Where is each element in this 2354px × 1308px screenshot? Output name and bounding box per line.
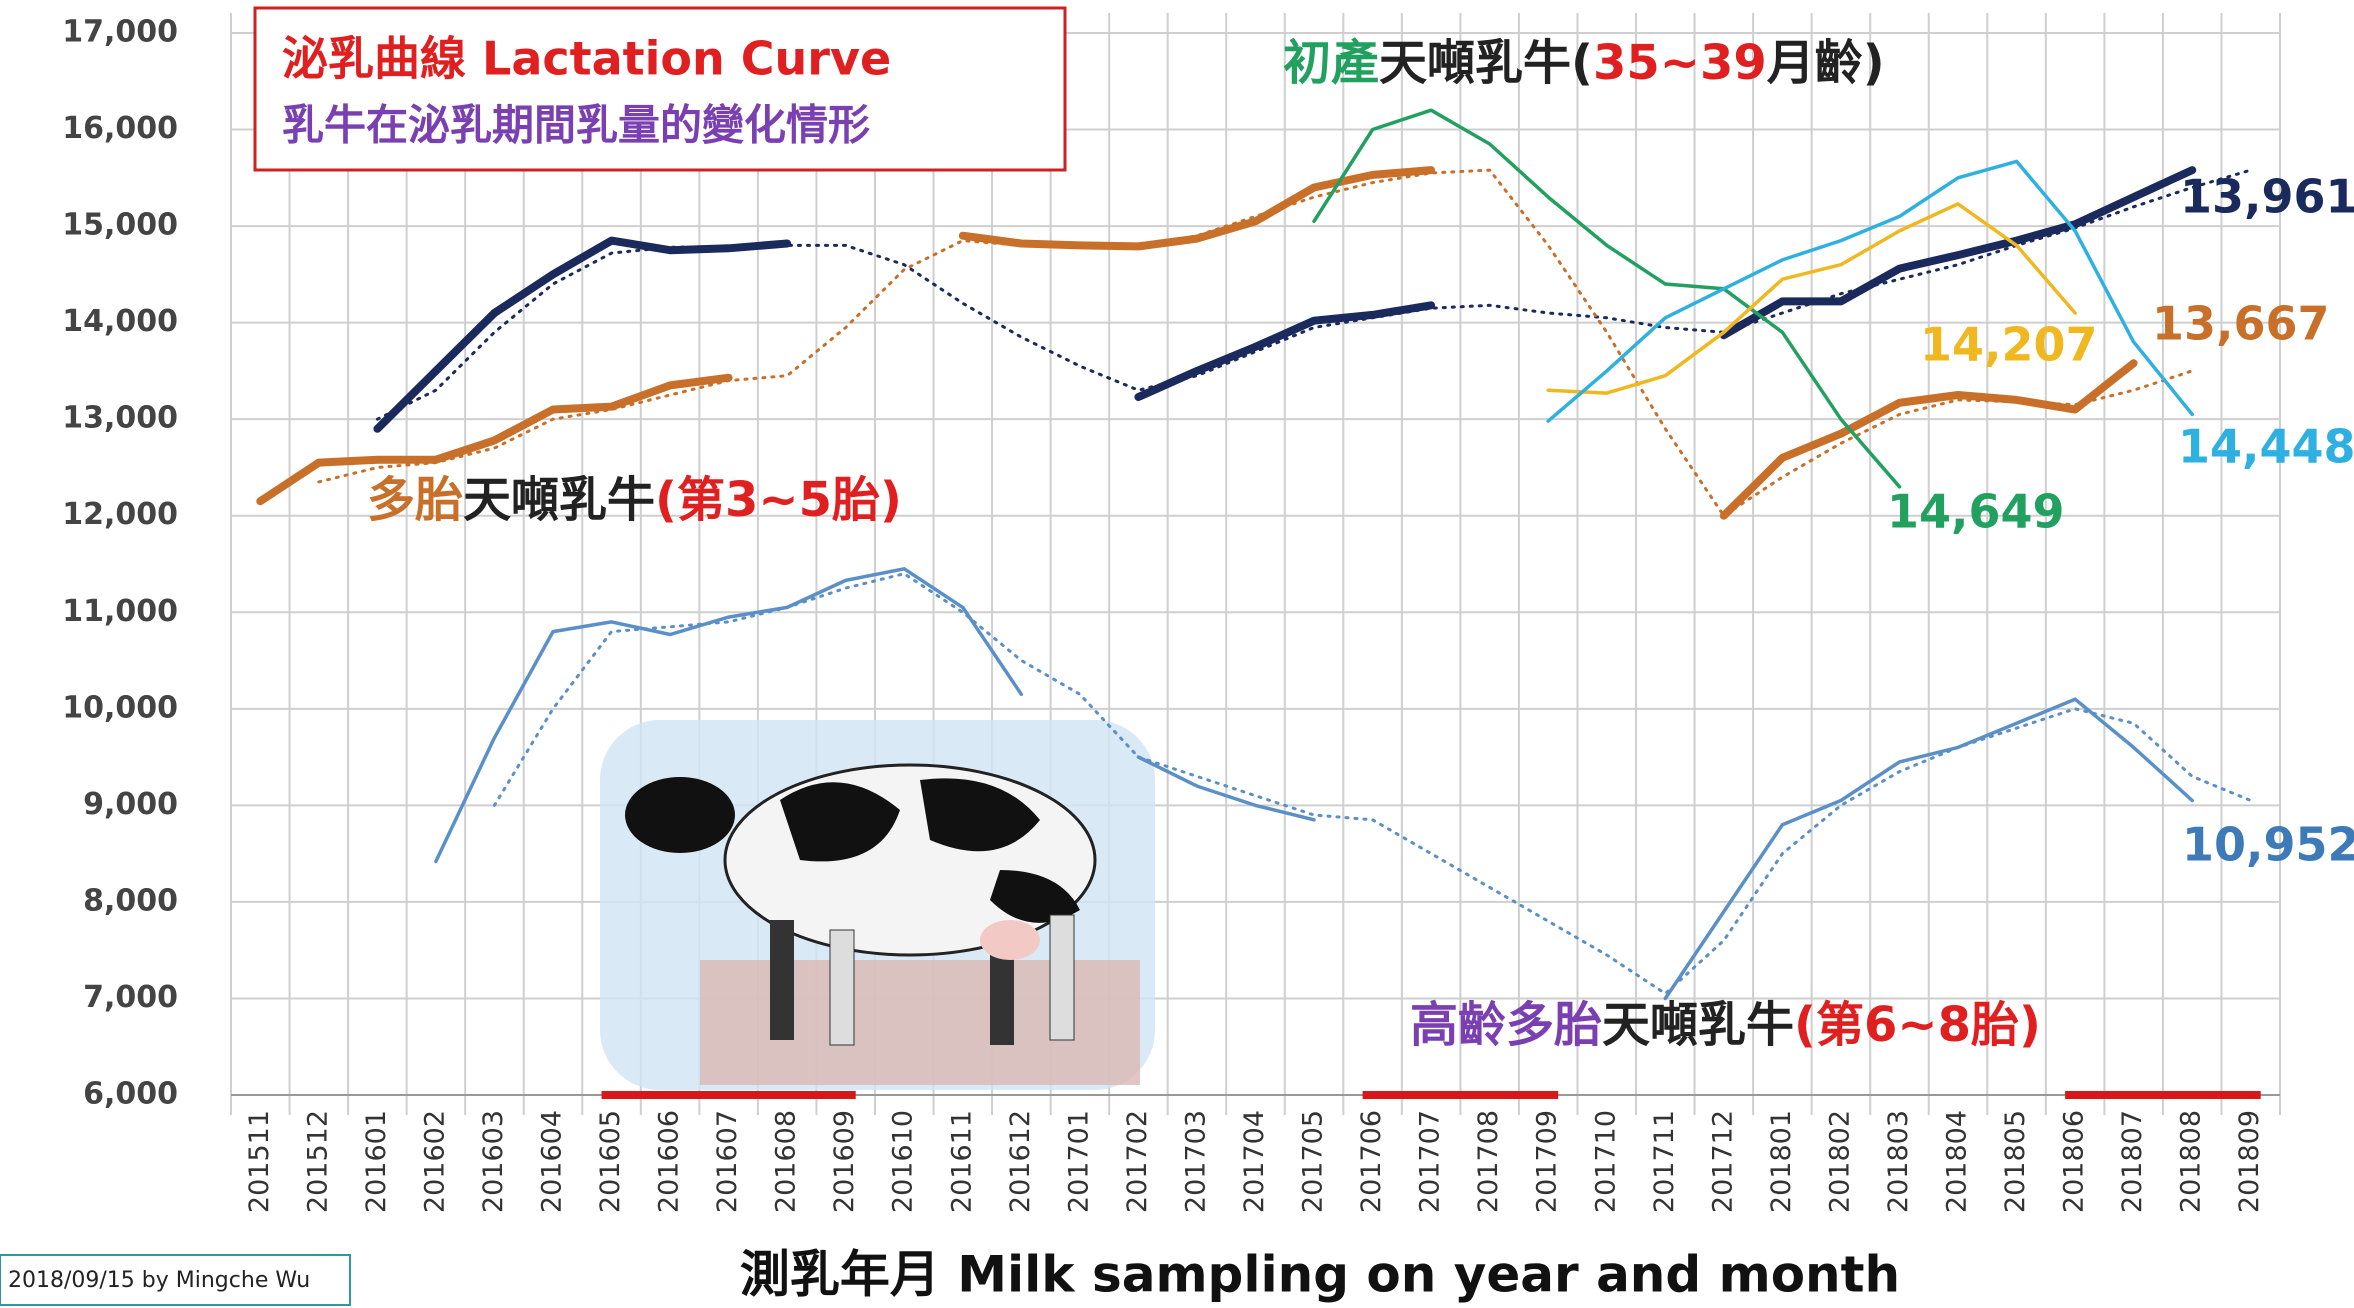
end-label: 10,952	[2182, 818, 2354, 872]
x-tick-label: 201701	[1063, 1110, 1094, 1213]
x-tick-label: 201706	[1356, 1110, 1387, 1213]
x-tick-label: 201806	[2059, 1110, 2090, 1213]
x-tick-label: 201602	[419, 1110, 450, 1213]
y-tick-label: 11,000	[62, 594, 178, 629]
trend-line	[375, 168, 2253, 421]
end-label: 13,667	[2152, 297, 2330, 351]
x-tick-label: 201711	[1649, 1110, 1680, 1213]
cow-leg	[1049, 914, 1075, 1041]
chart-title: 泌乳曲線 Lactation Curve	[282, 32, 891, 86]
annotation-part: 35~39	[1593, 35, 1767, 91]
annotation-part: (第3~5胎)	[655, 472, 902, 528]
x-tick-label: 201808	[2176, 1110, 2207, 1213]
annotation-part: 初產	[1283, 35, 1379, 91]
x-tick-label: 201607	[712, 1110, 743, 1213]
annotation-part: 多胎	[367, 472, 463, 528]
series-line	[1546, 159, 2194, 423]
end-label: 14,207	[1920, 318, 2098, 372]
x-tick-label: 201709	[1532, 1110, 1563, 1213]
annotation: 多胎天噸乳牛(第3~5胎)	[367, 472, 902, 528]
chart-subtitle: 乳牛在泌乳期間乳量的變化情形	[282, 101, 870, 150]
x-tick-label: 201610	[888, 1110, 919, 1213]
trend-line	[492, 572, 2253, 996]
x-tick-label: 201511	[244, 1110, 275, 1213]
cow-head	[625, 777, 735, 853]
footer: 2018/09/15 by Mingche Wu	[8, 1268, 310, 1293]
x-tick-label: 201710	[1590, 1110, 1621, 1213]
cow-spots	[780, 778, 1080, 923]
annotation-part: (第6~8胎)	[1794, 997, 2041, 1053]
x-tick-label: 201807	[2117, 1110, 2148, 1213]
x-tick-label: 201705	[1298, 1110, 1329, 1213]
x-tick-label: 201802	[1824, 1110, 1855, 1213]
x-tick-label: 201603	[478, 1110, 509, 1213]
x-tick-label: 201704	[1239, 1110, 1270, 1213]
annotation-part: 天噸乳牛(	[1379, 35, 1593, 91]
series-line	[373, 166, 2197, 433]
y-tick-label: 9,000	[83, 787, 178, 822]
x-tick-label: 201601	[361, 1110, 392, 1213]
end-label: 14,649	[1887, 485, 2065, 539]
annotation: 高齡多胎天噸乳牛(第6~8胎)	[1410, 997, 2041, 1053]
series-line	[1546, 202, 2077, 395]
y-tick-label: 16,000	[62, 111, 178, 146]
annotation-part: 天噸乳牛	[463, 472, 655, 528]
x-tick-label: 201712	[1707, 1110, 1738, 1213]
y-tick-label: 15,000	[62, 208, 178, 243]
annotation-part: 高齡多胎	[1410, 997, 1602, 1053]
x-tick-label: 201604	[536, 1110, 567, 1213]
x-tick-label: 201609	[829, 1110, 860, 1213]
cow-picture	[600, 720, 1155, 1090]
series-line	[1312, 108, 1902, 489]
y-tick-label: 17,000	[62, 15, 178, 50]
series-line	[256, 166, 2138, 520]
cow-leg	[829, 929, 855, 1046]
x-tick-label: 201801	[1766, 1110, 1797, 1213]
series-line	[434, 567, 2194, 1001]
x-tick-label: 201805	[2000, 1110, 2031, 1213]
x-tick-label: 201804	[1942, 1110, 1973, 1213]
x-tick-label: 201809	[2234, 1110, 2265, 1213]
title-box	[253, 6, 1067, 172]
x-tick-label: 201708	[1473, 1110, 1504, 1213]
y-tick-label: 13,000	[62, 401, 178, 436]
x-tick-label: 201605	[595, 1110, 626, 1213]
x-tick-label: 201512	[302, 1110, 333, 1213]
y-tick-label: 7,000	[83, 980, 178, 1015]
annotation-part: 月齡)	[1767, 35, 1885, 91]
x-tick-label: 201803	[1883, 1110, 1914, 1213]
x-axis-title: 測乳年月 Milk sampling on year and month	[740, 1246, 1900, 1304]
lines	[256, 108, 2253, 1001]
x-tick-label: 201608	[771, 1110, 802, 1213]
grid: 6,000 7,000 8,000 9,000 10,000 11,000 12,000 13…	[62, 13, 2281, 1213]
y-tick-label: 6,000	[83, 1077, 178, 1112]
x-tick-label: 201612	[1005, 1110, 1036, 1213]
x-tick-label: 201702	[1122, 1110, 1153, 1213]
y-tick-label: 10,000	[62, 690, 178, 725]
annotation-part: 天噸乳牛	[1602, 997, 1794, 1053]
x-tick-label: 201606	[654, 1110, 685, 1213]
annotation: 初產天噸乳牛(35~39月齡)	[1283, 35, 1885, 91]
y-tick-label: 14,000	[62, 304, 178, 339]
y-tick-label: 8,000	[83, 883, 178, 918]
end-label: 13,961	[2180, 170, 2354, 224]
end-label: 14,448	[2178, 420, 2354, 474]
y-tick-label: 12,000	[62, 497, 178, 532]
cow-leg	[770, 920, 794, 1040]
x-tick-label: 201703	[1180, 1110, 1211, 1213]
footer-box	[0, 1254, 351, 1306]
cow-udder	[980, 920, 1040, 960]
x-tick-label: 201707	[1415, 1110, 1446, 1213]
trend-line	[317, 168, 2194, 518]
x-tick-label: 201611	[946, 1110, 977, 1213]
